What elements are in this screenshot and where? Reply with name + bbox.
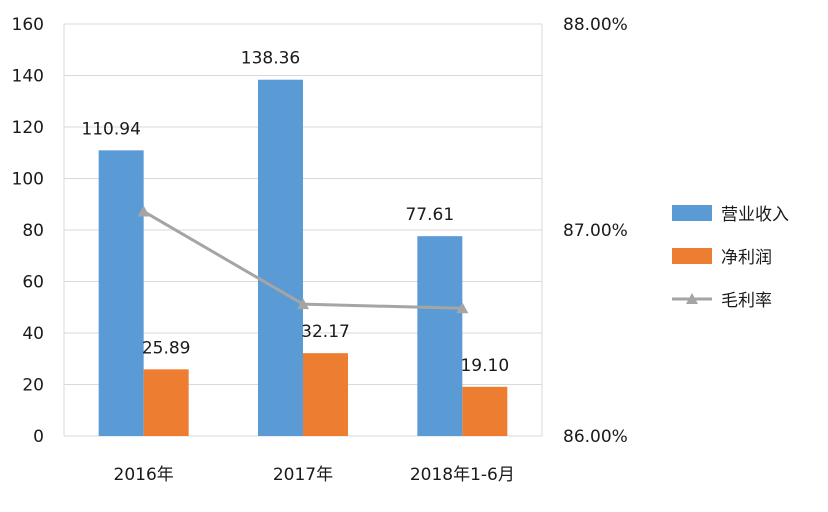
left-tick-label: 120 bbox=[12, 118, 44, 138]
bar bbox=[303, 353, 348, 436]
line-marker bbox=[456, 302, 469, 314]
data-labels: 110.94 138.36 77.61 25.89 32.17 19.10 bbox=[81, 49, 509, 376]
bar-data-label: 138.36 bbox=[241, 49, 300, 69]
legend-swatch bbox=[672, 248, 712, 264]
bar-series bbox=[98, 79, 508, 437]
right-axis-ticks: 86.00% 87.00% 88.00% bbox=[563, 15, 628, 447]
left-tick-label: 40 bbox=[22, 324, 44, 344]
bar bbox=[462, 386, 508, 436]
bar-data-label: 110.94 bbox=[81, 119, 140, 139]
bar-data-label: 32.17 bbox=[301, 322, 350, 342]
bar-data-label: 19.10 bbox=[460, 356, 509, 376]
left-tick-label: 80 bbox=[22, 221, 44, 241]
legend-marker bbox=[686, 293, 698, 304]
left-axis-ticks: 0 20 40 60 80 100 120 140 160 bbox=[12, 15, 44, 447]
left-tick-label: 0 bbox=[33, 427, 44, 447]
left-tick-label: 100 bbox=[12, 170, 44, 190]
category-label: 2018年1-6月 bbox=[410, 465, 515, 485]
bar-data-label: 77.61 bbox=[405, 205, 454, 225]
bar bbox=[98, 150, 144, 436]
legend-label: 营业收入 bbox=[721, 205, 789, 225]
bar bbox=[417, 236, 463, 436]
bar bbox=[143, 369, 189, 436]
legend-swatch bbox=[672, 205, 712, 221]
category-label: 2017年 bbox=[273, 465, 333, 485]
legend-label: 净利润 bbox=[721, 248, 772, 268]
left-tick-label: 140 bbox=[12, 67, 44, 87]
left-tick-label: 60 bbox=[22, 273, 44, 293]
right-tick-label: 88.00% bbox=[563, 15, 628, 35]
left-tick-label: 20 bbox=[22, 376, 44, 396]
bar bbox=[258, 79, 303, 437]
category-labels: 2016年 2017年 2018年1-6月 bbox=[114, 465, 515, 485]
category-label: 2016年 bbox=[114, 465, 174, 485]
right-tick-label: 86.00% bbox=[563, 427, 628, 447]
line-series bbox=[137, 205, 469, 314]
line-marker bbox=[137, 205, 150, 217]
bar-data-label: 25.89 bbox=[142, 338, 191, 358]
legend-label: 毛利率 bbox=[721, 291, 772, 311]
line-marker bbox=[297, 298, 309, 310]
left-tick-label: 160 bbox=[12, 15, 44, 35]
right-tick-label: 87.00% bbox=[563, 221, 628, 241]
